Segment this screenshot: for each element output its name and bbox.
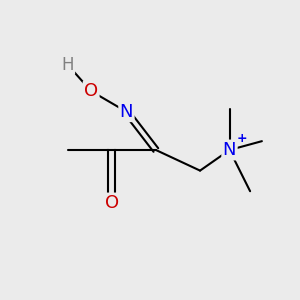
Text: H: H bbox=[61, 56, 74, 74]
Text: +: + bbox=[237, 132, 247, 145]
Text: O: O bbox=[84, 82, 98, 100]
Text: N: N bbox=[223, 141, 236, 159]
Text: O: O bbox=[105, 194, 119, 212]
Text: N: N bbox=[120, 103, 133, 121]
